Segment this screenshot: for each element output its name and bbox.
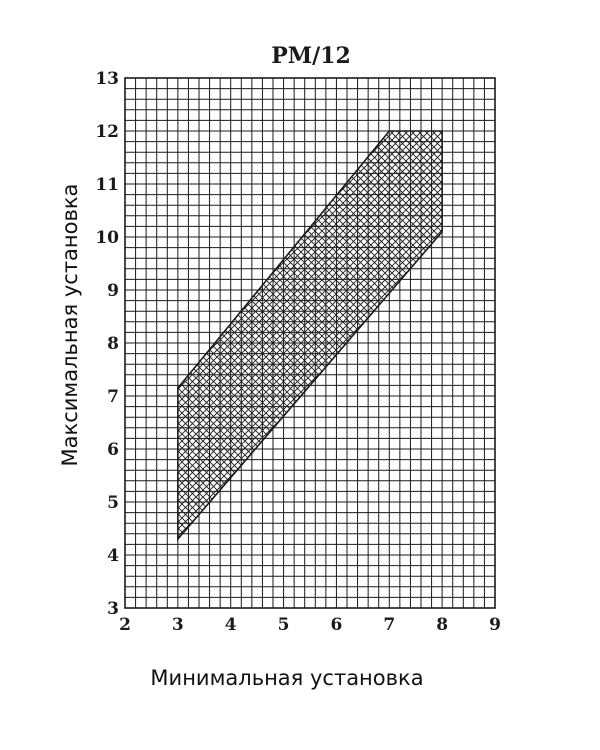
y-tick-label: 4 [107,546,119,566]
y-tick-label: 7 [107,387,119,407]
y-tick-label: 9 [107,281,119,301]
y-tick-label: 10 [95,228,119,248]
x-tick-label: 7 [383,615,395,635]
y-tick-label: 6 [107,440,119,460]
x-tick-label: 9 [489,615,501,635]
y-axis-label: Максимальная установка [58,184,82,467]
x-tick-label: 6 [331,615,343,635]
x-tick-label: 5 [278,615,290,635]
y-tick-label: 12 [95,122,119,142]
x-axis-ticks: 2 3 4 5 6 7 8 9 [119,615,501,635]
y-tick-label: 11 [95,175,119,195]
y-tick-label: 5 [107,493,119,513]
x-tick-label: 8 [436,615,448,635]
y-axis-ticks: 3 4 5 6 7 8 9 10 11 12 13 [95,69,119,619]
y-tick-label: 8 [107,334,119,354]
x-tick-label: 4 [225,615,237,635]
x-tick-label: 3 [172,615,184,635]
y-tick-label: 13 [95,69,119,89]
chart-title: PM/12 [271,43,351,69]
y-tick-label: 3 [107,599,119,619]
x-tick-label: 2 [119,615,131,635]
valid-setting-region [177,130,443,542]
x-axis-label: Минимальная установка [150,666,423,690]
plot-frame [124,77,496,609]
